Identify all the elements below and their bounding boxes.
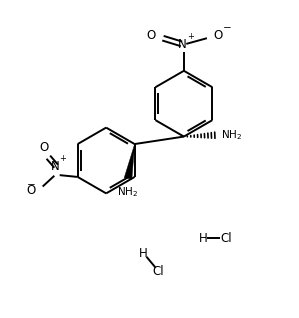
Text: N: N — [51, 160, 60, 173]
Text: +: + — [59, 154, 66, 163]
Polygon shape — [124, 144, 135, 179]
Text: NH$_2$: NH$_2$ — [221, 128, 242, 142]
Text: O: O — [27, 184, 36, 197]
Text: +: + — [187, 32, 194, 41]
Text: −: − — [223, 23, 231, 33]
Text: −: − — [27, 180, 36, 190]
Text: O: O — [39, 141, 49, 154]
Text: O: O — [146, 29, 155, 42]
Text: N: N — [178, 38, 187, 51]
Text: Cl: Cl — [220, 232, 231, 245]
Text: O: O — [213, 29, 222, 42]
Text: Cl: Cl — [153, 265, 164, 278]
Text: H: H — [139, 247, 148, 260]
Text: NH$_2$: NH$_2$ — [118, 185, 139, 199]
Text: H: H — [199, 232, 208, 245]
